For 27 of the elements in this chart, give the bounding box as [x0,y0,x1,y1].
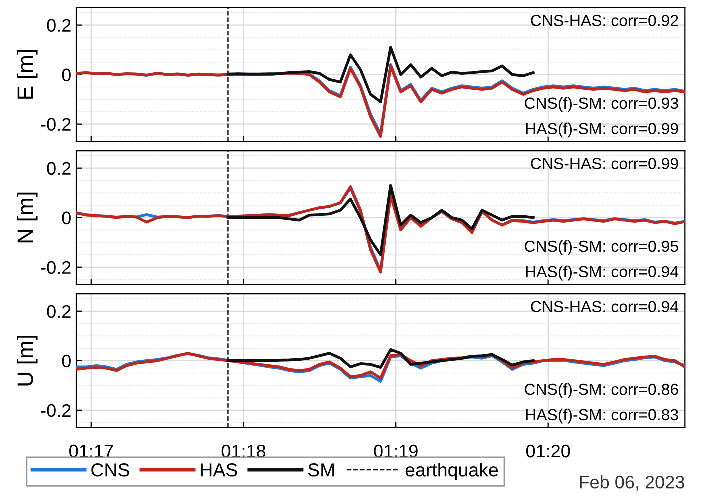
annotation: HAS(f)-SM: corr=0.83 [526,408,678,424]
y-tick-label: 0.2 [47,305,71,318]
legend-label: HAS [201,464,238,477]
y-tick-label: 0.2 [47,162,71,176]
text: Feb 06, 2023 [580,476,684,491]
legend-label: earthquake [406,463,498,481]
y-axis-title: N [m] [17,192,38,243]
annotation: CNS-HAS: corr=0.92 [531,15,678,26]
annotation: CNS-HAS: corr=0.94 [531,301,679,312]
annotation: HAS(f)-SM: corr=0.99 [526,122,678,138]
annotation: CNS(f)-SM: corr=0.86 [525,383,678,398]
legend-label: CNS [92,464,130,477]
legend-label: SM [308,464,334,477]
y-axis-title: U [m] [17,336,38,386]
y-axis-title: E [m] [17,50,38,99]
y-tick-label: -0.2 [41,118,71,132]
y-tick-label: 0 [62,212,71,225]
x-tick-label: 01:20 [526,444,570,458]
y-tick-label: -0.2 [41,404,71,418]
annotation: CNS-HAS: corr=0.99 [531,158,678,170]
y-tick-label: -0.2 [41,261,71,274]
y-tick-label: 0.2 [47,19,71,32]
annotation: CNS(f)-SM: corr=0.93 [525,97,678,112]
annotation: CNS(f)-SM: corr=0.95 [525,240,678,256]
y-tick-label: 0 [62,354,71,368]
y-tick-label: 0 [62,68,71,82]
annotation: HAS(f)-SM: corr=0.94 [526,266,679,281]
